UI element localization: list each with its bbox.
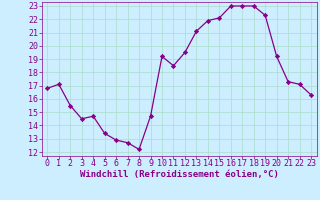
X-axis label: Windchill (Refroidissement éolien,°C): Windchill (Refroidissement éolien,°C) — [80, 170, 279, 179]
